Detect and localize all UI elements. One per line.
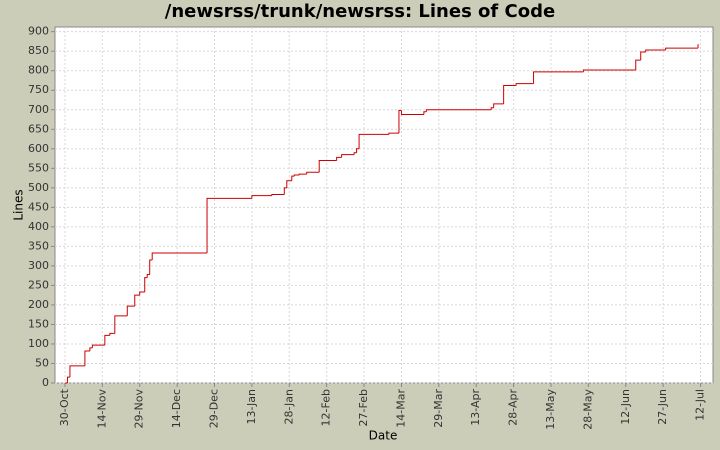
- step-segment: [400, 110, 424, 115]
- step-segment: [149, 259, 153, 275]
- y-tick-label: 800: [28, 64, 49, 77]
- step-segment: [306, 171, 320, 175]
- step-segment: [640, 51, 646, 61]
- y-tick-label: 850: [28, 44, 49, 57]
- step-segment: [89, 347, 93, 351]
- y-tick-label: 550: [28, 161, 49, 174]
- step-segment: [206, 197, 252, 254]
- plot-area: [54, 26, 714, 384]
- step-segment: [398, 110, 402, 134]
- step-segment: [645, 49, 666, 52]
- step-segment: [293, 174, 300, 177]
- step-segment: [69, 365, 85, 378]
- step-segment: [358, 133, 389, 149]
- x-tick-label: 29-Mar: [432, 389, 445, 428]
- step-segment: [126, 305, 135, 316]
- step-segment: [336, 156, 342, 161]
- step-segment: [353, 152, 357, 155]
- step-segment: [533, 71, 584, 84]
- step-segment: [490, 107, 494, 110]
- y-tick-label: 500: [28, 181, 49, 194]
- step-segment: [144, 277, 148, 293]
- x-tick-label: 14-Dec: [170, 389, 183, 428]
- x-tick-label: 12-Jun: [619, 389, 632, 425]
- step-segment: [104, 334, 110, 346]
- step-segment: [251, 195, 272, 199]
- step-segment: [425, 109, 492, 112]
- step-segment: [582, 69, 636, 72]
- step-segment: [388, 132, 399, 135]
- y-tick-label: 200: [28, 298, 49, 311]
- y-tick-label: 600: [28, 142, 49, 155]
- x-tick-label: 14-Mar: [394, 389, 407, 428]
- step-segment: [298, 173, 307, 175]
- x-tick-label: 30-Oct: [58, 388, 71, 426]
- y-tick-label: 750: [28, 83, 49, 96]
- step-segment: [515, 83, 534, 86]
- x-tick-label: 28-Jan: [282, 389, 295, 425]
- step-segment: [318, 160, 337, 173]
- step-segment: [635, 59, 641, 70]
- step-segment: [291, 175, 295, 181]
- x-axis-label: Date: [369, 429, 398, 443]
- step-segment: [493, 103, 504, 108]
- step-segment: [423, 111, 427, 115]
- x-tick-label: 13-May: [544, 389, 557, 430]
- x-tick-label: 27-Feb: [357, 389, 370, 426]
- x-tick-label: 13-Apr: [469, 389, 482, 426]
- step-segment: [91, 344, 105, 348]
- y-tick-label: 350: [28, 239, 49, 252]
- step-segment: [114, 315, 128, 334]
- y-tick-label: 300: [28, 259, 49, 272]
- step-segment: [503, 85, 517, 104]
- step-segment: [151, 252, 208, 261]
- x-tick-label: 28-Apr: [507, 389, 520, 426]
- y-tick-label: 700: [28, 103, 49, 116]
- y-tick-label: 250: [28, 278, 49, 291]
- step-segment: [134, 294, 140, 307]
- y-axis-label: Lines: [12, 189, 26, 220]
- y-tick-label: 400: [28, 220, 49, 233]
- step-segment: [84, 350, 90, 366]
- y-tick-label: 150: [28, 317, 49, 330]
- x-tick-label: 12-Jul: [694, 389, 707, 421]
- step-segment: [341, 154, 355, 158]
- x-tick-label: 14-Nov: [95, 389, 108, 429]
- step-segment: [665, 47, 699, 51]
- x-tick-label: 13-Jan: [245, 389, 258, 425]
- step-segment: [286, 180, 292, 188]
- y-tick-label: 50: [35, 356, 49, 369]
- x-tick-label: 28-May: [581, 389, 594, 430]
- step-segment: [66, 376, 70, 383]
- y-tick-label: 0: [42, 376, 49, 389]
- y-tick-label: 650: [28, 122, 49, 135]
- y-tick-label: 450: [28, 200, 49, 213]
- step-segment: [139, 291, 145, 296]
- step-segment: [146, 273, 150, 278]
- step-segment: [109, 332, 115, 336]
- step-segment: [356, 148, 360, 153]
- x-tick-label: 29-Dec: [208, 389, 221, 428]
- x-tick-label: 27-Jun: [656, 389, 669, 425]
- y-tick-label: 900: [28, 25, 49, 38]
- step-segment: [283, 187, 287, 195]
- y-tick-label: 100: [28, 337, 49, 350]
- step-segment: [271, 193, 285, 196]
- x-tick-label: 29-Nov: [133, 389, 146, 429]
- chart-title: /newsrss/trunk/newsrss: Lines of Code: [165, 1, 555, 22]
- x-tick-label: 12-Feb: [320, 389, 333, 426]
